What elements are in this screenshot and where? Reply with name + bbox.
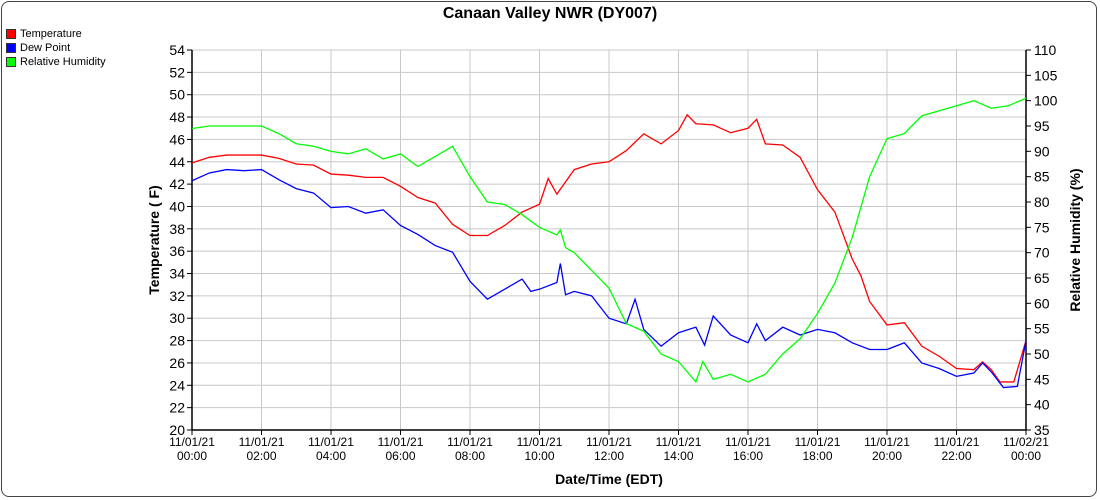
x-tick-date: 11/01/21 bbox=[934, 435, 980, 449]
y2-tick-label: 80 bbox=[1034, 194, 1050, 210]
legend-item-temperature: Temperature bbox=[6, 27, 106, 41]
legend: Temperature Dew Point Relative Humidity bbox=[6, 27, 106, 69]
y2-tick-label: 100 bbox=[1034, 93, 1058, 109]
y-tick-label: 42 bbox=[169, 176, 185, 192]
y-tick-label: 34 bbox=[169, 266, 185, 282]
x-tick-time: 22:00 bbox=[941, 449, 971, 463]
y-tick-label: 40 bbox=[169, 198, 185, 214]
x-tick-time: 12:00 bbox=[594, 449, 624, 463]
x-tick-date: 11/01/21 bbox=[656, 435, 702, 449]
x-tick-time: 10:00 bbox=[524, 449, 554, 463]
x-tick-time: 00:00 bbox=[177, 449, 207, 463]
y-tick-label: 46 bbox=[169, 131, 185, 147]
y-tick-label: 44 bbox=[169, 154, 185, 170]
y2-tick-label: 75 bbox=[1034, 219, 1050, 235]
y2-tick-label: 55 bbox=[1034, 321, 1050, 337]
legend-label: Dew Point bbox=[20, 42, 71, 54]
y2-tick-label: 40 bbox=[1034, 397, 1050, 413]
legend-item-relative-humidity: Relative Humidity bbox=[6, 55, 106, 69]
x-tick-date: 11/01/21 bbox=[308, 435, 354, 449]
y-tick-label: 50 bbox=[169, 87, 185, 103]
series-line-relative-humidity bbox=[191, 97, 1027, 384]
legend-swatch-temperature bbox=[6, 29, 16, 39]
y2-tick-label: 110 bbox=[1034, 42, 1057, 58]
x-tick-time: 20:00 bbox=[872, 449, 902, 463]
x-tick-time: 02:00 bbox=[246, 449, 276, 463]
y2-tick-label: 90 bbox=[1034, 143, 1050, 159]
x-tick-date: 11/01/21 bbox=[586, 435, 632, 449]
x-tick-date: 11/01/21 bbox=[517, 435, 563, 449]
x-tick-date: 11/01/21 bbox=[447, 435, 493, 449]
legend-item-dew-point: Dew Point bbox=[6, 41, 106, 55]
y-tick-label: 28 bbox=[169, 333, 185, 349]
x-tick-time: 14:00 bbox=[663, 449, 693, 463]
y2-tick-label: 95 bbox=[1034, 118, 1050, 134]
legend-swatch-dew-point bbox=[6, 43, 16, 53]
x-tick-date: 11/01/21 bbox=[725, 435, 771, 449]
legend-swatch-relative-humidity bbox=[6, 57, 16, 67]
y-axis-title: Temperature ( F) bbox=[146, 185, 162, 294]
legend-label: Relative Humidity bbox=[20, 56, 106, 68]
y-tick-label: 48 bbox=[169, 109, 185, 125]
y-tick-label: 26 bbox=[169, 355, 185, 371]
x-tick-time: 16:00 bbox=[733, 449, 763, 463]
series-line-temperature bbox=[191, 113, 1027, 383]
y2-tick-label: 35 bbox=[1034, 422, 1050, 438]
chart-title: Canaan Valley NWR (DY007) bbox=[442, 5, 658, 22]
y-tick-label: 54 bbox=[169, 42, 185, 58]
x-tick-time: 00:00 bbox=[1011, 449, 1041, 463]
x-tick-date: 11/01/21 bbox=[239, 435, 285, 449]
x-tick-date: 11/01/21 bbox=[864, 435, 910, 449]
y2-tick-label: 45 bbox=[1034, 371, 1050, 387]
x-axis-title: Date/Time (EDT) bbox=[555, 471, 663, 487]
y-tick-label: 30 bbox=[169, 310, 185, 326]
x-tick-date: 11/02/21 bbox=[1003, 435, 1049, 449]
y-tick-label: 36 bbox=[169, 243, 185, 259]
x-tick-date: 11/01/21 bbox=[169, 435, 215, 449]
y-tick-label: 24 bbox=[169, 377, 185, 393]
legend-label: Temperature bbox=[20, 28, 82, 40]
y-tick-label: 20 bbox=[169, 422, 185, 438]
y2-tick-label: 85 bbox=[1034, 169, 1050, 185]
y-tick-label: 38 bbox=[169, 221, 185, 237]
y-tick-label: 52 bbox=[169, 64, 185, 80]
y2-tick-label: 65 bbox=[1034, 270, 1050, 286]
y-tick-label: 32 bbox=[169, 288, 185, 304]
y2-tick-label: 105 bbox=[1034, 67, 1058, 83]
x-tick-time: 04:00 bbox=[316, 449, 346, 463]
y2-tick-label: 50 bbox=[1034, 346, 1050, 362]
y2-axis-title: Relative Humidity (%) bbox=[1067, 168, 1083, 311]
y-tick-label: 22 bbox=[169, 400, 185, 416]
y2-tick-label: 70 bbox=[1034, 245, 1050, 261]
x-tick-time: 08:00 bbox=[455, 449, 485, 463]
x-tick-time: 18:00 bbox=[802, 449, 832, 463]
x-tick-time: 06:00 bbox=[385, 449, 415, 463]
y2-tick-label: 60 bbox=[1034, 295, 1050, 311]
x-tick-date: 11/01/21 bbox=[378, 435, 424, 449]
x-tick-date: 11/01/21 bbox=[795, 435, 841, 449]
